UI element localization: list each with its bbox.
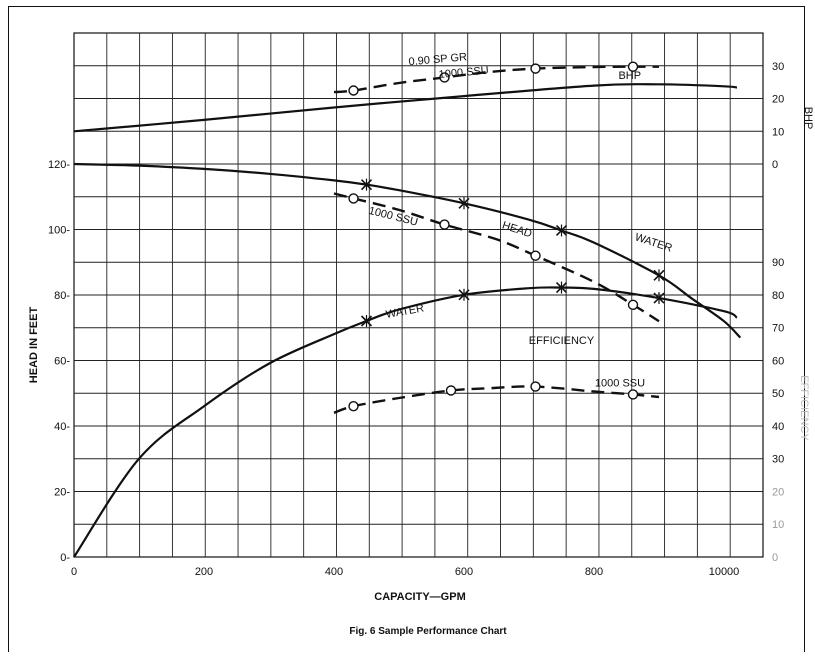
marker-circle	[439, 72, 450, 83]
annotation-label: WATER	[385, 302, 425, 321]
y-tick-label-efficiency: 10	[772, 519, 784, 531]
x-tick-label: 200	[195, 566, 213, 578]
y-tick-label-bhp: 30	[772, 61, 784, 73]
y-tick-label-efficiency: 30	[772, 454, 784, 466]
y-tick-label-bhp: 20	[772, 94, 784, 106]
y-tick-label-bhp: 0	[772, 159, 778, 171]
y-axis-label-efficiency: EFFICIENCY	[798, 375, 810, 441]
marker-circle	[445, 385, 457, 396]
y-tick-label-bhp: 10	[772, 126, 784, 138]
marker-circle	[627, 61, 639, 72]
markers	[348, 61, 665, 412]
marker-circle	[530, 250, 541, 261]
y-tick-label-head: 80-	[54, 290, 70, 302]
annotation-label: BHP	[618, 70, 641, 82]
y-tick-label-head: 60-	[54, 356, 70, 368]
annotation-label: WATER	[633, 231, 673, 254]
marker-circle	[530, 63, 541, 74]
x-tick-label: 10000	[709, 566, 740, 578]
grid	[73, 32, 764, 558]
y-tick-label-head: 20-	[54, 487, 70, 499]
y-tick-label-head: 40-	[54, 421, 70, 433]
y-axis-label-bhp: BHP	[802, 107, 814, 130]
y-tick-label-efficiency: 70	[772, 323, 784, 335]
marker-circle	[439, 219, 450, 230]
annotation-label: 0.90 SP GR	[408, 51, 467, 68]
y-tick-label-efficiency: 50	[772, 388, 784, 400]
y-tick-label-efficiency: 0	[772, 552, 778, 564]
x-axis-label: CAPACITY—GPM	[374, 591, 465, 603]
x-tick-label: 400	[325, 566, 343, 578]
annotation-label: EFFICIENCY	[529, 335, 595, 347]
series-line-1	[333, 192, 660, 323]
annotation-label: 1000 SSU	[438, 65, 489, 81]
y-tick-label-efficiency: 90	[772, 257, 784, 269]
annotation-label: 1000 SSU	[595, 378, 645, 390]
y-tick-label-efficiency: 60	[772, 355, 784, 367]
annotation-label: HEAD	[501, 219, 534, 240]
series-line-4	[73, 286, 738, 558]
x-tick-label: 600	[455, 566, 473, 578]
series-line-2	[73, 83, 738, 133]
marker-circle	[348, 401, 359, 412]
page-frame	[8, 6, 805, 652]
series-line-5	[333, 385, 660, 414]
marker-circle	[627, 299, 639, 311]
x-tick-label: 800	[585, 566, 603, 578]
marker-circle	[348, 85, 359, 96]
marker-circle	[627, 389, 639, 400]
y-tick-label-head: 120-	[48, 159, 70, 171]
x-tick-label: 0	[71, 566, 77, 578]
marker-circle	[530, 381, 541, 392]
y-tick-label-head: 0-	[60, 552, 70, 564]
tick-labels: 0 200 400 600 800 100000-20-40-60-80-100-120-…	[48, 61, 784, 578]
y-axis-label-left: HEAD IN FEET	[28, 307, 40, 384]
y-tick-label-efficiency: 20	[772, 486, 784, 498]
series-line-0	[73, 162, 742, 339]
marker-circle	[348, 193, 359, 204]
figure-caption: Fig. 6 Sample Performance Chart	[349, 626, 507, 637]
y-tick-label-efficiency: 40	[772, 421, 784, 433]
y-tick-label-head: 100-	[48, 225, 70, 237]
curves	[73, 65, 742, 558]
y-tick-label-efficiency: 80	[772, 290, 784, 302]
series-line-3	[333, 65, 660, 94]
